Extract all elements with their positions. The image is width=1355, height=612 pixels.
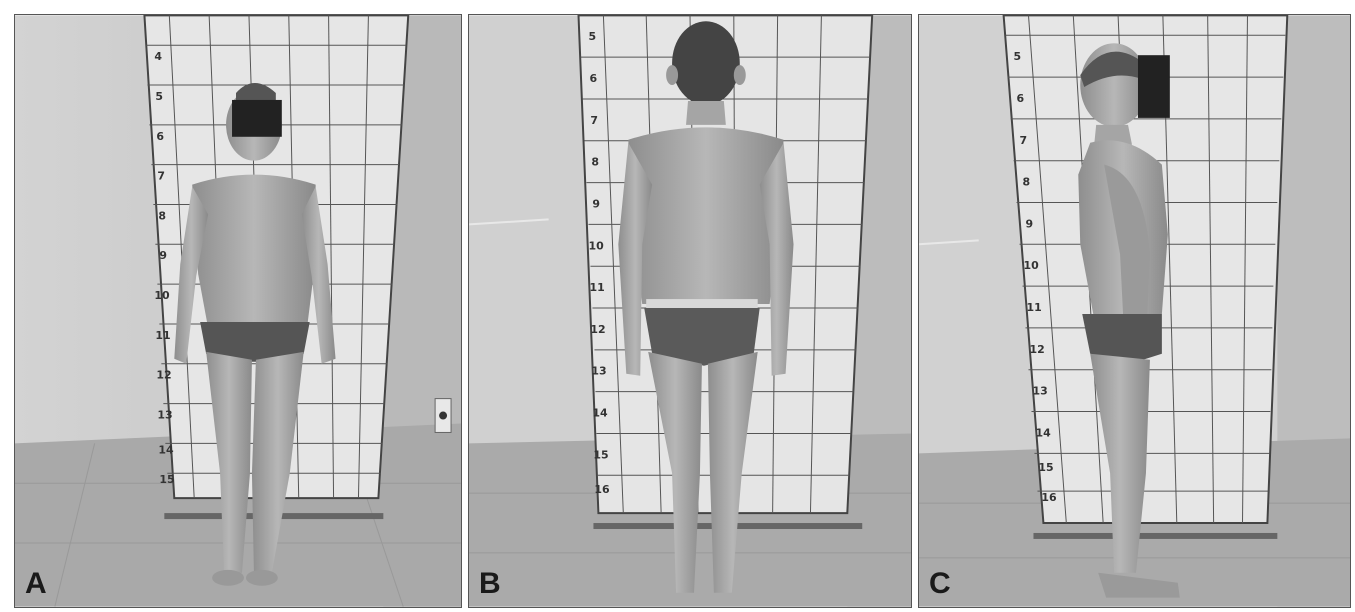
scale-number: 5 <box>1014 50 1022 63</box>
panel-c-side-view: 5 6 7 8 9 10 11 12 13 14 15 16 <box>918 14 1351 608</box>
scale-number: 10 <box>154 289 170 302</box>
subject-back <box>618 21 794 593</box>
scale-number: 9 <box>592 197 600 210</box>
scale-number: 6 <box>589 72 597 85</box>
scale-number: 8 <box>158 209 166 222</box>
scale-number: 8 <box>591 156 599 169</box>
scale-number: 7 <box>157 170 165 183</box>
subject-front <box>174 83 336 586</box>
scale-number: 12 <box>590 323 605 336</box>
scale-number: 14 <box>592 407 608 420</box>
scale-number: 13 <box>591 365 606 378</box>
scale-number: 13 <box>157 409 172 422</box>
scale-number: 7 <box>1020 134 1028 147</box>
panel-b-photo: 5 6 7 8 9 10 11 12 13 14 15 16 <box>469 15 911 607</box>
scale-number: 15 <box>159 473 174 486</box>
panel-c-photo: 5 6 7 8 9 10 11 12 13 14 15 16 <box>919 15 1350 607</box>
scale-numbers: 4 5 6 7 8 9 10 11 12 13 14 15 <box>154 50 174 486</box>
scale-number: 11 <box>155 329 170 342</box>
panel-label-b: B <box>479 567 501 600</box>
scale-number: 16 <box>1041 491 1057 504</box>
scale-number: 8 <box>1023 176 1031 189</box>
panel-label-a: A <box>25 567 47 600</box>
scale-number: 10 <box>588 239 604 252</box>
panel-a-photo: 4 5 6 7 8 9 10 11 12 13 14 15 <box>15 15 461 607</box>
scale-number: 14 <box>158 443 174 456</box>
scale-number: 13 <box>1032 385 1047 398</box>
face-censor-bar <box>232 99 282 137</box>
scale-number: 16 <box>594 483 610 496</box>
panel-a-front-view: 4 5 6 7 8 9 10 11 12 13 14 15 <box>14 14 462 608</box>
scale-number: 7 <box>590 114 598 127</box>
subject-side <box>1078 43 1180 598</box>
scale-number: 12 <box>1029 343 1044 356</box>
scale-number: 5 <box>588 30 596 43</box>
scale-number: 4 <box>154 50 162 63</box>
scale-number: 14 <box>1035 426 1051 439</box>
scale-number: 12 <box>156 369 171 382</box>
scale-number: 11 <box>1027 301 1042 314</box>
panel-b-back-view: 5 6 7 8 9 10 11 12 13 14 15 16 <box>468 14 912 608</box>
panel-label-c: C <box>929 567 951 600</box>
scale-number: 9 <box>1026 217 1034 230</box>
scale-number: 6 <box>1017 92 1025 105</box>
scale-number: 9 <box>159 249 167 262</box>
scale-number: 5 <box>155 90 163 103</box>
scale-number: 11 <box>589 281 604 294</box>
scale-number: 15 <box>1038 461 1053 474</box>
scale-number: 6 <box>156 130 164 143</box>
scale-number: 10 <box>1024 259 1040 272</box>
scale-number: 15 <box>593 448 608 461</box>
face-censor-bar <box>1137 55 1170 118</box>
